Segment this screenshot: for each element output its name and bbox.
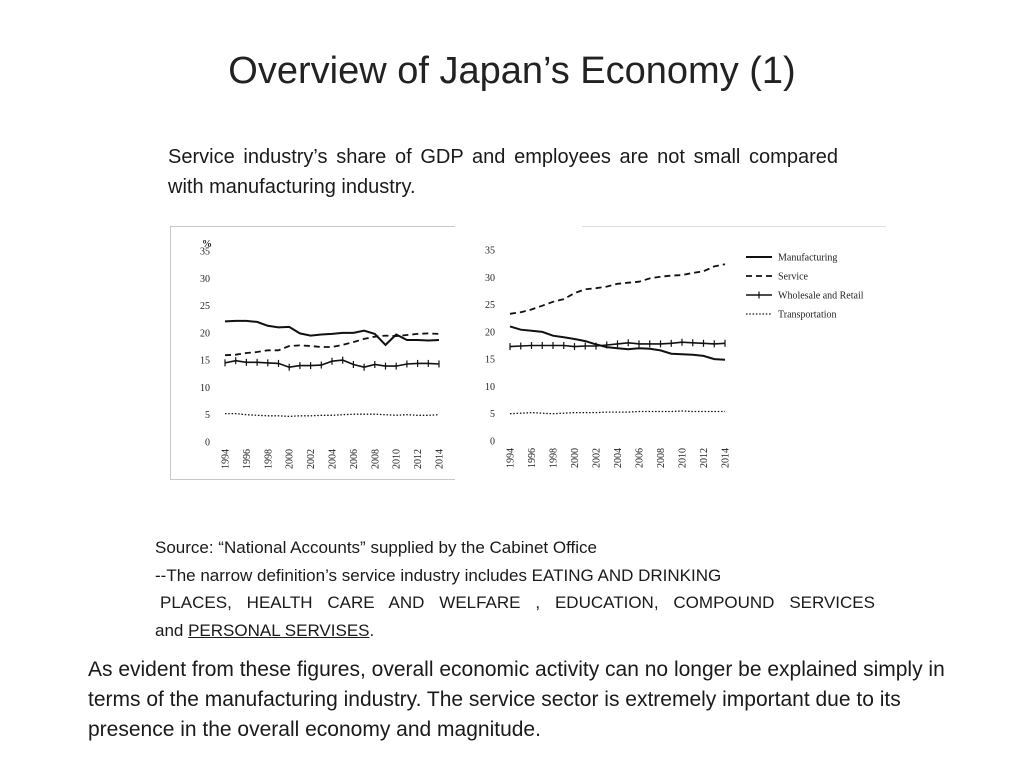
- x-tick-label: 2012: [413, 449, 424, 469]
- y-tick-label: 30: [485, 273, 495, 284]
- legend-label-transportation: Transportation: [778, 310, 837, 321]
- source-note: Source: “National Accounts” supplied by …: [155, 534, 875, 644]
- y-tick-label: 10: [485, 382, 495, 393]
- y-tick-label: 5: [205, 410, 210, 421]
- x-tick-label: 2014: [721, 448, 732, 468]
- series-line-transportation: [225, 412, 440, 418]
- x-tick-label: 2008: [656, 448, 667, 468]
- y-tick-label: 5: [490, 409, 495, 420]
- gdp-share-chart-panel: 0 5 10 15 20 25 30 35% 1994 1996 1998 2000 2002 2004 2…: [170, 226, 455, 480]
- personal-services-link[interactable]: PERSONAL SERVISES: [188, 620, 370, 640]
- series-line-service: [509, 263, 726, 315]
- x-tick-label: 1994: [221, 449, 232, 469]
- source-line-4: and PERSONAL SERVISES.: [155, 617, 875, 645]
- x-tick-label: 1996: [527, 448, 538, 468]
- x-tick-label: 1998: [263, 449, 274, 469]
- series-line-transportation: [509, 410, 725, 415]
- y-tick-label: 25: [485, 300, 495, 311]
- x-tick-label: 2000: [285, 449, 296, 469]
- legend-label-service: Service: [778, 272, 809, 283]
- conclusion-text: As evident from these figures, overall e…: [88, 658, 945, 741]
- source-line-2: --The narrow definition’s service indust…: [155, 565, 722, 585]
- y-tick-label: 30: [200, 274, 210, 285]
- legend-label-manufacturing: Manufacturing: [778, 253, 837, 264]
- series-line-manufacturing: [509, 325, 726, 361]
- x-tick-label: 1994: [506, 448, 517, 468]
- x-tick-label: 2010: [678, 448, 689, 468]
- series-line-manufacturing: [224, 319, 440, 347]
- x-tick-label: 2002: [592, 448, 603, 468]
- x-tick-label: 2006: [349, 449, 360, 469]
- gdp-share-chart: 0 5 10 15 20 25 30 35% 1994 1996 1998 2000 2002 2004 2…: [200, 239, 446, 469]
- x-tick-label: 2012: [699, 448, 710, 468]
- x-tick-label: 2014: [435, 449, 446, 469]
- x-tick-label: 2004: [328, 449, 339, 469]
- employee-share-chart: 0 5 10 15 20 25 30 35 1994 1996 1998 2000 2002 2004 20…: [485, 246, 864, 469]
- source-line-1: Source: “National Accounts” supplied by …: [155, 538, 597, 557]
- employee-share-chart-panel: 0 5 10 15 20 25 30 35 1994 1996 1998 2000 2002 2004 20…: [470, 226, 886, 478]
- x-tick-label: 2010: [392, 449, 403, 469]
- x-tick-label: 1996: [242, 449, 253, 469]
- x-tick-label: 1998: [549, 448, 560, 468]
- y-tick-label: 10: [200, 383, 210, 394]
- legend-label-wholesale-and-retail: Wholesale and Retail: [778, 291, 864, 302]
- y-tick-label: 35: [485, 246, 495, 257]
- x-tick-label: 2002: [306, 449, 317, 469]
- y-tick-label: 20: [200, 328, 210, 339]
- y-tick-label: 20: [485, 327, 495, 338]
- x-tick-label: 2000: [570, 448, 581, 468]
- source-line-4-suffix: .: [369, 620, 375, 640]
- y-tick-label: 0: [490, 437, 495, 448]
- y-tick-label: 15: [200, 356, 210, 367]
- y-tick-label: 35: [200, 247, 210, 258]
- source-line-4-prefix: and: [155, 620, 189, 640]
- series-line-service: [224, 332, 440, 357]
- x-tick-label: 2004: [613, 448, 624, 468]
- x-tick-label: 2008: [370, 449, 381, 469]
- y-tick-label: 15: [485, 355, 495, 366]
- y-tick-label: 25: [200, 301, 210, 312]
- y-tick-label: 0: [205, 438, 210, 449]
- source-line-3: PLACES, HEALTH CARE AND WELFARE , EDUCAT…: [160, 593, 875, 612]
- x-tick-label: 2006: [635, 448, 646, 468]
- y-axis-label: %: [202, 239, 212, 250]
- slide-title: Overview of Japan’s Economy (1): [228, 50, 796, 92]
- intro-text: Service industry’s share of GDP and empl…: [168, 146, 838, 198]
